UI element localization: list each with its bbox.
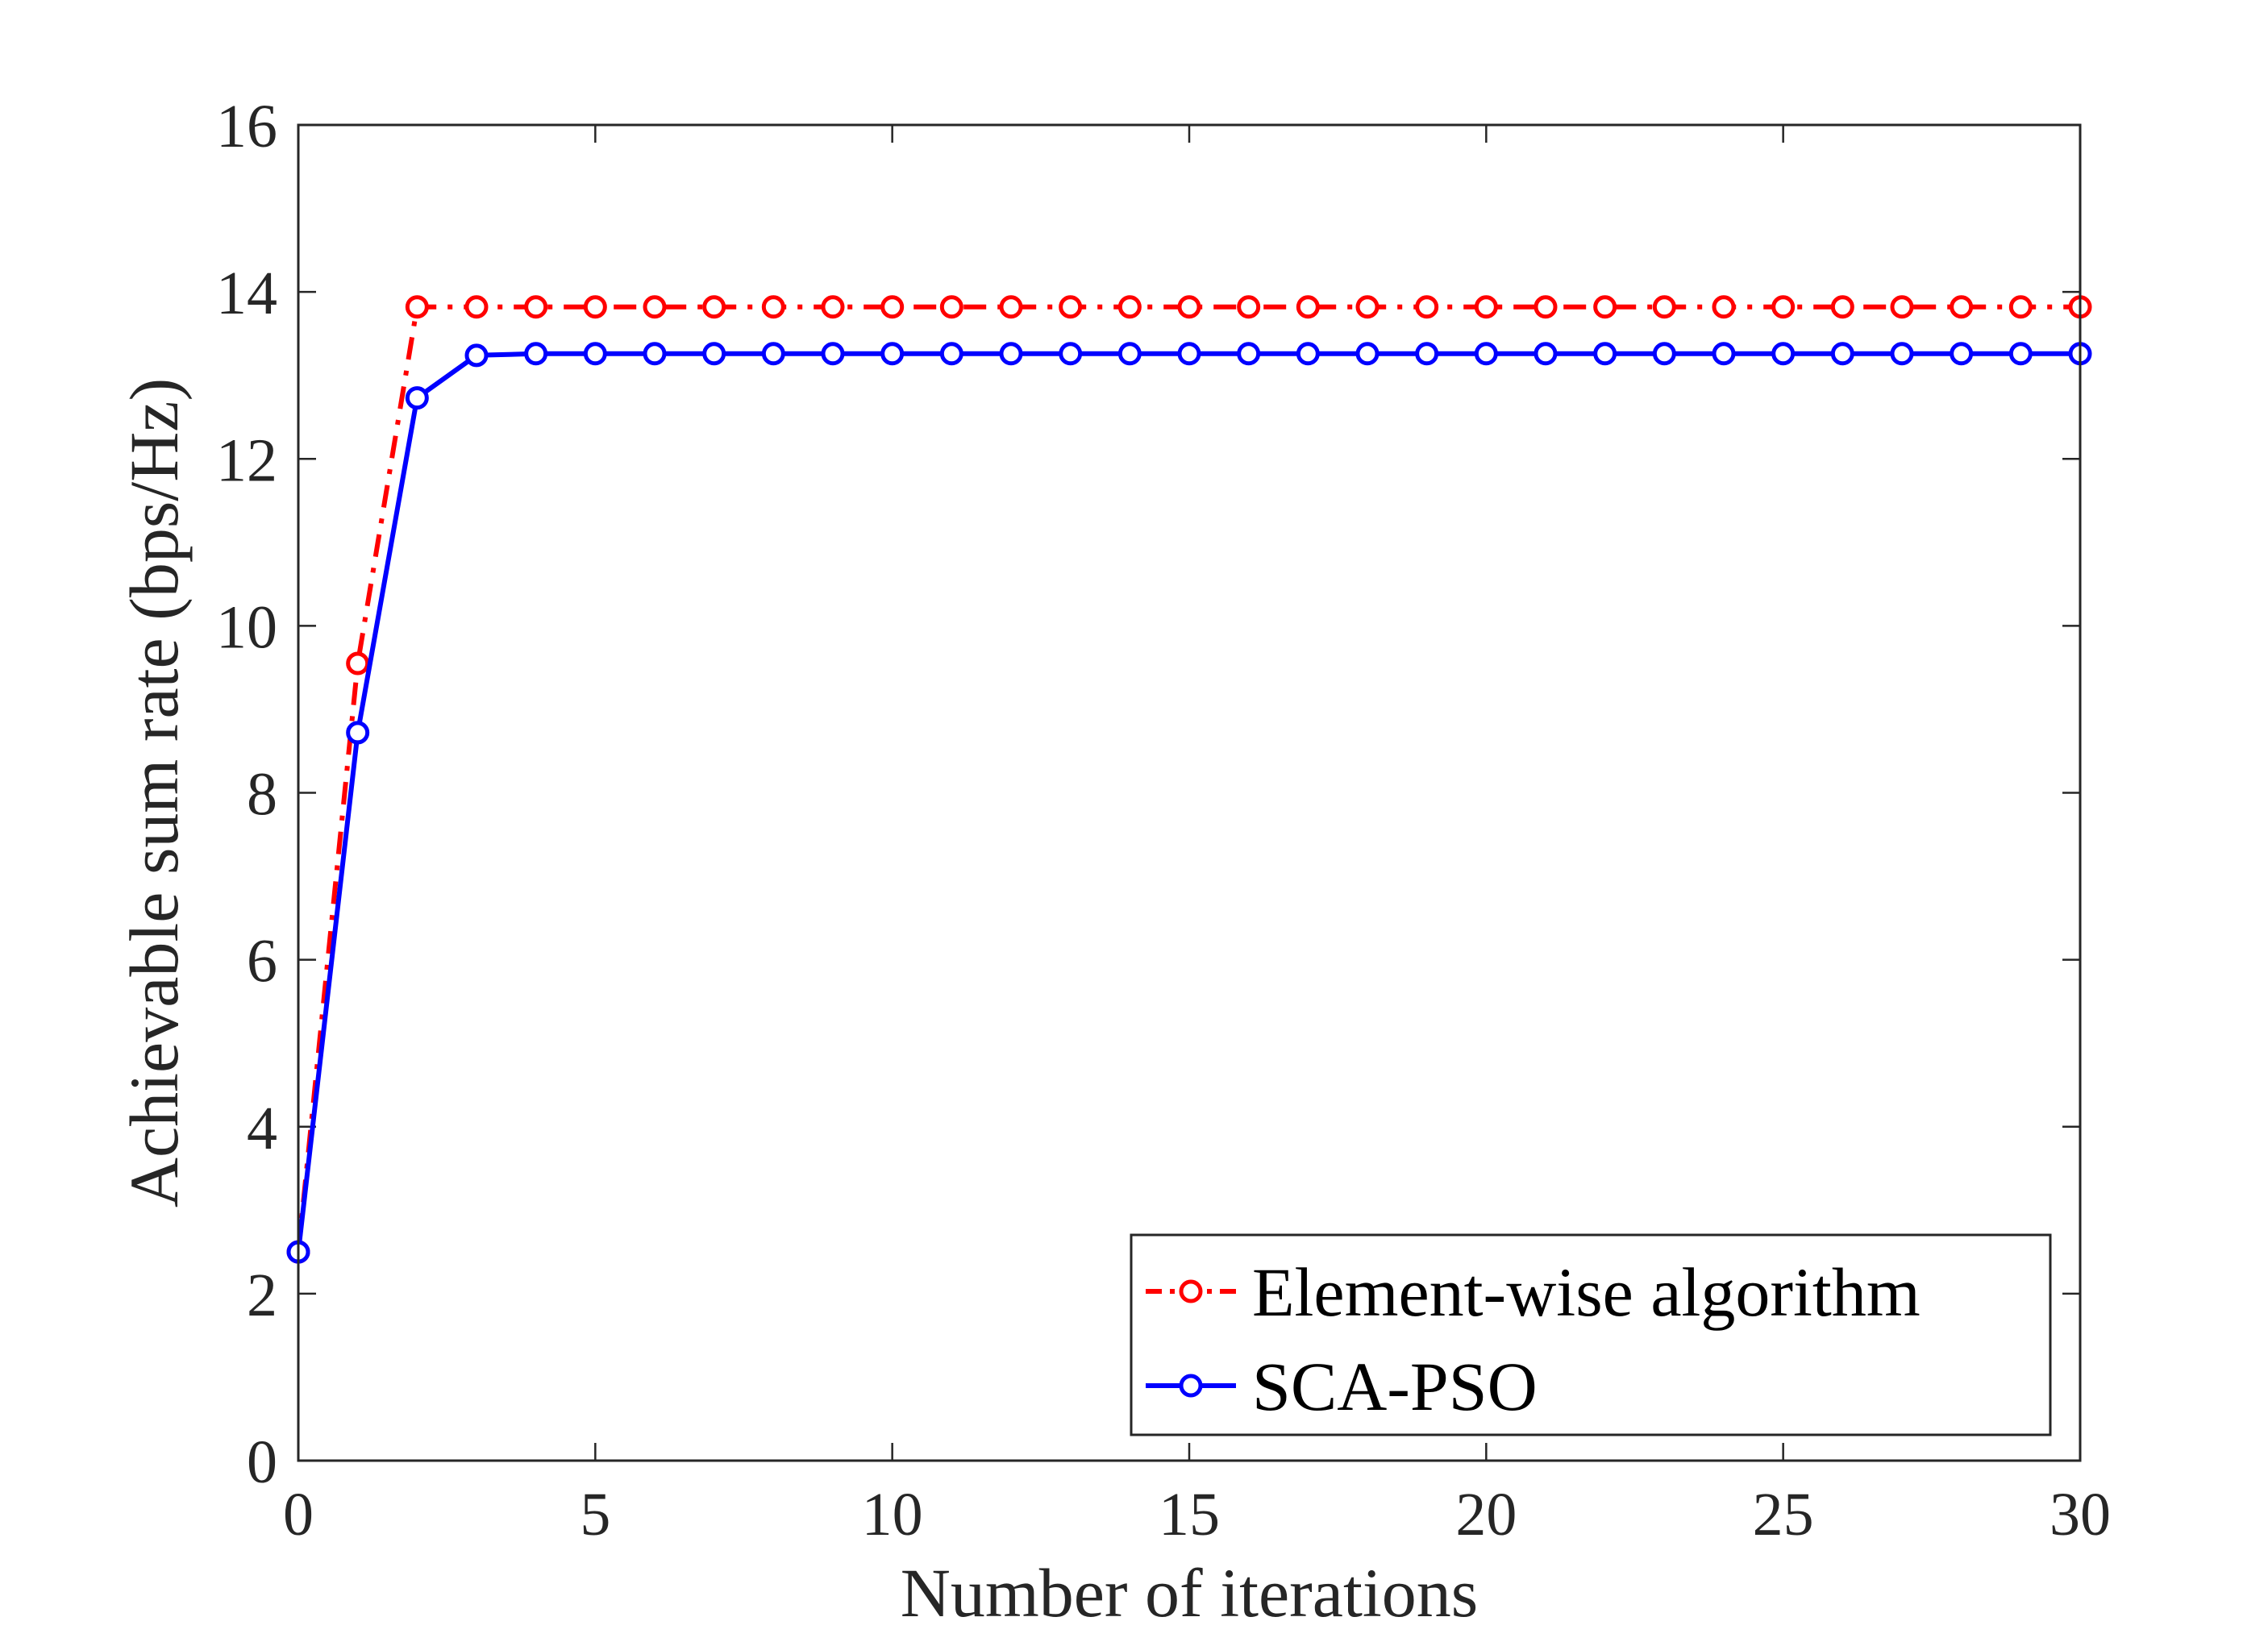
data-point [643, 342, 667, 366]
data-point [702, 342, 726, 366]
x-tick-label: 0 [283, 1481, 314, 1548]
y-axis-label: Achievable sum rate (bps/Hz) [115, 378, 193, 1208]
x-axis-label: Number of iterations [901, 1554, 1478, 1632]
x-tick-label: 30 [2050, 1481, 2111, 1548]
data-point [1593, 295, 1617, 319]
data-point [1415, 342, 1439, 366]
data-point [1296, 342, 1320, 366]
data-point [1237, 295, 1261, 319]
data-point [346, 721, 370, 745]
data-point [464, 295, 489, 319]
data-point [1237, 342, 1261, 366]
legend-swatch-marker [1179, 1279, 1203, 1303]
x-tick-label: 10 [862, 1481, 923, 1548]
y-tick-label: 10 [216, 593, 277, 661]
data-point [1296, 295, 1320, 319]
legend-label: SCA-PSO [1252, 1348, 1538, 1425]
data-point [1712, 342, 1736, 366]
data-point [1830, 342, 1854, 366]
y-tick-label: 0 [247, 1428, 277, 1496]
data-point [1355, 342, 1380, 366]
data-point [524, 295, 548, 319]
data-point [1117, 342, 1142, 366]
data-point [643, 295, 667, 319]
data-point [1474, 342, 1498, 366]
data-point [1771, 295, 1796, 319]
legend-box [1130, 1233, 2052, 1436]
y-tick-label: 6 [247, 928, 277, 996]
data-point [405, 295, 429, 319]
data-point [999, 295, 1023, 319]
x-tick-label: 15 [1159, 1481, 1220, 1548]
legend-item: Element-wise algorithm [1146, 1253, 1921, 1331]
data-point [702, 295, 726, 319]
x-tick-label: 25 [1753, 1481, 1814, 1548]
data-point [999, 342, 1023, 366]
legend-label: Element-wise algorithm [1252, 1253, 1921, 1331]
y-tick-label: 2 [247, 1262, 277, 1329]
data-point [346, 651, 370, 676]
data-point [1534, 342, 1558, 366]
y-tick-label: 14 [216, 260, 277, 327]
data-point [880, 342, 905, 366]
data-point [1950, 295, 1974, 319]
data-point [1830, 295, 1854, 319]
data-point [1117, 295, 1142, 319]
data-point [1059, 342, 1083, 366]
data-point [1177, 342, 1201, 366]
y-tick-label: 8 [247, 761, 277, 829]
legend-swatch-marker [1179, 1374, 1203, 1398]
series-sca-pso [286, 342, 2092, 1264]
data-point [1059, 295, 1083, 319]
data-point [939, 295, 963, 319]
data-point [939, 342, 963, 366]
data-point [464, 343, 489, 368]
data-point [1652, 342, 1676, 366]
y-tick-label: 4 [247, 1095, 277, 1162]
data-point [880, 295, 905, 319]
data-point [583, 295, 607, 319]
y-tick-label: 16 [216, 93, 277, 160]
data-point [761, 295, 785, 319]
data-point [1534, 295, 1558, 319]
data-point [405, 386, 429, 410]
y-tick-label: 12 [216, 426, 277, 494]
data-point [583, 342, 607, 366]
data-point [1474, 295, 1498, 319]
data-point [1593, 342, 1617, 366]
data-point [821, 295, 845, 319]
data-point [1890, 342, 1914, 366]
data-point [2008, 342, 2033, 366]
x-tick-label: 20 [1455, 1481, 1517, 1548]
legend: Element-wise algorithm SCA-PSO [1130, 1233, 2052, 1436]
data-point [761, 342, 785, 366]
legend-item: SCA-PSO [1146, 1348, 1538, 1425]
data-point [1177, 295, 1201, 319]
data-point [1355, 295, 1380, 319]
plot-frame [297, 123, 2082, 1462]
data-point [1771, 342, 1796, 366]
data-point [1415, 295, 1439, 319]
x-tick-label: 5 [580, 1481, 610, 1548]
data-point [524, 342, 548, 366]
data-point [1890, 295, 1914, 319]
data-point [821, 342, 845, 366]
data-point [1652, 295, 1676, 319]
data-point [1712, 295, 1736, 319]
data-point [2008, 295, 2033, 319]
data-point [1950, 342, 1974, 366]
